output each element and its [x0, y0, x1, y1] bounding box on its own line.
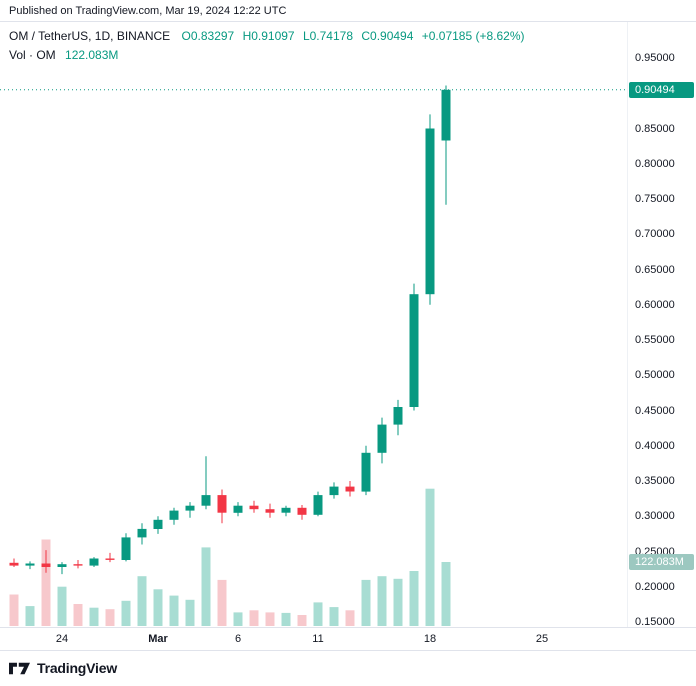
volume-bar: [377, 576, 387, 626]
volume-bar: [249, 610, 259, 626]
candle-body: [233, 505, 243, 513]
volume-bar: [313, 602, 323, 626]
current-volume-tag: 122.083M: [629, 554, 694, 570]
symbol-title: OM / TetherUS, 1D, BINANCE: [9, 29, 171, 43]
candle-body: [73, 564, 83, 566]
published-text: Published on TradingView.com, Mar 19, 20…: [9, 4, 287, 17]
candle-body: [377, 424, 387, 453]
volume-bar: [441, 562, 451, 626]
y-axis-label: 0.45000: [635, 404, 675, 417]
volume-bar: [25, 606, 35, 626]
candle-body: [121, 537, 131, 560]
candle-body: [313, 495, 323, 515]
y-axis-label: 0.95000: [635, 52, 675, 64]
candle-body: [281, 507, 291, 513]
volume-bar: [233, 612, 243, 626]
legend-open: O0.83297: [181, 29, 235, 43]
volume-bar: [137, 576, 147, 626]
y-axis-label: 0.35000: [635, 475, 675, 487]
candle-body: [9, 562, 19, 566]
volume-bar: [57, 586, 67, 626]
volume-bar: [169, 595, 179, 626]
y-axis-label: 0.40000: [635, 439, 675, 452]
legend-close: C0.90494: [361, 29, 414, 43]
legend-high: H0.91097: [242, 29, 295, 43]
candle-body: [25, 563, 35, 566]
volume-value: 122.083M: [65, 48, 119, 62]
footer: TradingView: [0, 651, 696, 685]
chart-pane[interactable]: OM / TetherUS, 1D, BINANCE O0.83297 H0.9…: [0, 22, 696, 628]
price-axis[interactable]: 0.90494 122.083M 0.950000.900000.850000.…: [627, 22, 696, 628]
legend-symbol-row: OM / TetherUS, 1D, BINANCE O0.83297 H0.9…: [9, 29, 530, 44]
candle-body: [185, 505, 195, 511]
y-axis-label: 0.30000: [635, 510, 675, 523]
candle-body: [409, 294, 419, 407]
x-axis-label: 25: [535, 633, 549, 645]
candle-body: [441, 89, 451, 141]
candle-body: [217, 495, 227, 513]
candle-body: [345, 486, 355, 492]
y-axis-label: 0.55000: [635, 334, 675, 346]
y-axis-label: 0.60000: [635, 298, 675, 311]
y-axis-label: 0.15000: [635, 616, 675, 628]
candle-body: [153, 519, 163, 529]
candle-body: [41, 563, 51, 567]
candle-body: [201, 495, 211, 506]
candle-body: [297, 507, 307, 515]
y-axis-label: 0.75000: [635, 193, 675, 205]
volume-bar: [41, 539, 51, 626]
volume-bar: [265, 612, 275, 626]
volume-bar: [201, 547, 211, 626]
candle-body: [137, 528, 147, 538]
volume-bar: [185, 599, 195, 626]
brand-text[interactable]: TradingView: [37, 660, 118, 676]
published-bar: Published on TradingView.com, Mar 19, 20…: [0, 0, 696, 22]
volume-bar: [425, 488, 435, 626]
candle-body: [393, 407, 403, 425]
legend-change: +0.07185 (+8.62%): [421, 29, 525, 43]
candle-body: [329, 486, 339, 496]
x-axis-label: Mar: [148, 633, 168, 645]
y-axis-label: 0.20000: [635, 580, 675, 593]
volume-bar: [105, 609, 115, 626]
volume-bar: [281, 612, 291, 626]
candle-body: [57, 564, 67, 567]
x-axis-label: 18: [423, 633, 437, 645]
volume-bar: [89, 607, 99, 626]
y-axis-label: 0.70000: [635, 228, 675, 241]
volume-bar: [121, 600, 131, 626]
y-axis-label: 0.50000: [635, 369, 675, 382]
x-axis-label: 11: [312, 633, 324, 645]
y-axis-label: 0.65000: [635, 263, 675, 276]
candle-body: [361, 452, 371, 492]
chart-canvas[interactable]: [0, 22, 628, 627]
candle-body: [89, 558, 99, 566]
volume-bar: [153, 589, 163, 626]
volume-bar: [73, 604, 83, 626]
candle-body: [249, 505, 259, 510]
volume-label: Vol · OM: [9, 48, 56, 62]
x-axis-label: 6: [234, 633, 242, 645]
candle-body: [105, 558, 115, 560]
volume-bar: [409, 571, 419, 626]
legend-volume-row: Vol · OM 122.083M: [9, 48, 530, 63]
y-axis-label: 0.80000: [635, 157, 675, 170]
candle-body: [265, 509, 275, 513]
current-price-tag: 0.90494: [629, 81, 694, 98]
candle-body: [169, 510, 179, 520]
volume-bar: [393, 578, 403, 626]
time-axis[interactable]: 24 Mar 6 11 18 25: [0, 628, 696, 651]
volume-bar: [9, 594, 19, 626]
y-axis-label: 0.85000: [635, 122, 675, 135]
x-axis-label: 24: [55, 633, 69, 645]
volume-bar: [297, 615, 307, 626]
candle-body: [425, 128, 435, 295]
volume-bar: [329, 607, 339, 626]
volume-bar: [217, 579, 227, 626]
legend-low: L0.74178: [302, 29, 354, 43]
volume-bar: [361, 579, 371, 626]
chart-legend: OM / TetherUS, 1D, BINANCE O0.83297 H0.9…: [9, 29, 530, 63]
volume-bar: [345, 610, 355, 626]
tradingview-logo-icon[interactable]: [9, 661, 30, 676]
